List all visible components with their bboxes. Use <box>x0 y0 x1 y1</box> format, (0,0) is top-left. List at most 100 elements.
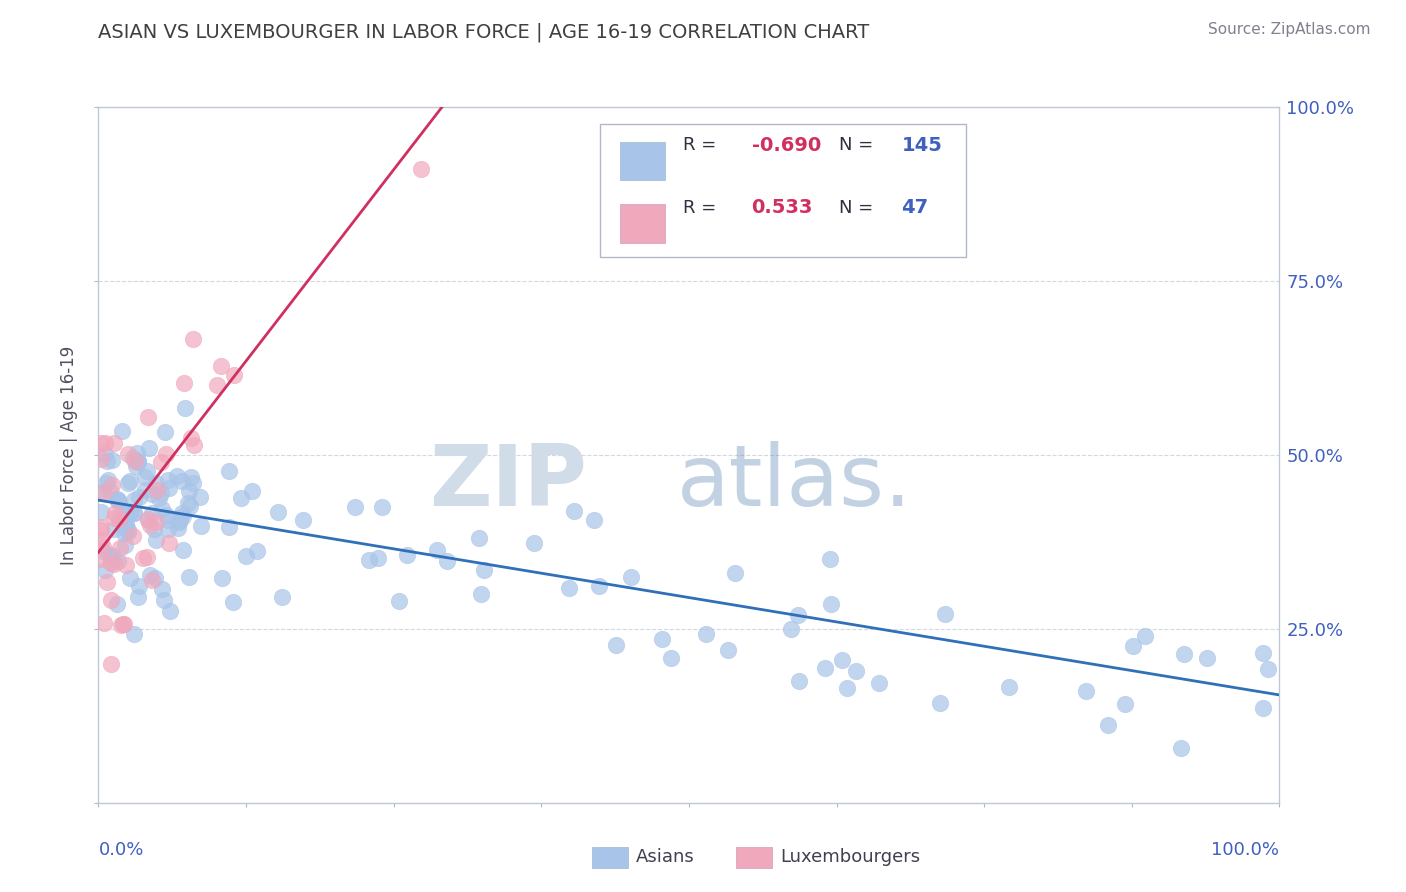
FancyBboxPatch shape <box>600 124 966 257</box>
Point <box>1074 683 1097 698</box>
Point <box>139 567 162 582</box>
Text: Luxembourgers: Luxembourgers <box>780 848 920 866</box>
Point <box>409 161 432 176</box>
Point <box>167 521 190 535</box>
Point <box>179 484 201 499</box>
Point <box>90 505 112 519</box>
Point <box>94 447 117 461</box>
Text: Source: ZipAtlas.com: Source: ZipAtlas.com <box>1208 22 1371 37</box>
Point <box>157 473 180 487</box>
Point <box>115 517 138 532</box>
Point <box>112 513 135 527</box>
Point <box>122 529 145 543</box>
Point <box>155 447 177 461</box>
Point <box>104 506 127 520</box>
Point <box>114 505 136 519</box>
Point <box>472 563 495 577</box>
Point <box>820 597 842 611</box>
Point <box>91 540 114 554</box>
Text: 100.0%: 100.0% <box>1212 841 1279 859</box>
Point <box>221 595 243 609</box>
Point <box>395 548 418 562</box>
Text: ASIAN VS LUXEMBOURGER IN LABOR FORCE | AGE 16-19 CORRELATION CHART: ASIAN VS LUXEMBOURGER IN LABOR FORCE | A… <box>98 22 870 42</box>
Point <box>267 505 290 519</box>
Point <box>122 451 145 466</box>
Point <box>103 522 125 536</box>
Point <box>90 523 112 537</box>
Point <box>235 549 257 564</box>
Point <box>1133 629 1156 643</box>
Point <box>103 557 125 571</box>
Point <box>110 617 132 632</box>
Point <box>138 518 160 533</box>
Point <box>143 571 166 585</box>
Point <box>1097 718 1119 732</box>
Point <box>183 476 205 491</box>
Point <box>138 442 160 456</box>
Point <box>169 515 191 529</box>
Point <box>928 696 950 710</box>
Point <box>134 469 156 483</box>
Point <box>157 535 180 549</box>
Point <box>1173 647 1195 661</box>
Point <box>100 556 122 570</box>
Point <box>845 664 868 678</box>
Point <box>114 520 136 534</box>
Point <box>818 552 841 566</box>
Point <box>209 359 232 373</box>
Point <box>173 376 195 391</box>
Point <box>100 478 122 492</box>
Point <box>108 495 131 509</box>
Point <box>124 507 146 521</box>
Point <box>135 464 157 478</box>
Point <box>96 474 118 488</box>
Point <box>468 531 491 545</box>
Point <box>620 570 643 584</box>
Point <box>98 548 121 562</box>
Point <box>1251 646 1274 660</box>
Point <box>101 453 124 467</box>
Point <box>91 543 114 558</box>
Point <box>107 492 129 507</box>
Point <box>118 505 141 519</box>
Point <box>190 519 212 533</box>
Point <box>695 627 717 641</box>
Point <box>143 523 166 537</box>
Point <box>155 508 177 523</box>
Point <box>132 551 155 566</box>
Point <box>98 483 121 498</box>
Point <box>145 475 167 490</box>
Point <box>388 594 411 608</box>
Point <box>136 512 159 526</box>
FancyBboxPatch shape <box>737 847 772 868</box>
Point <box>181 332 204 346</box>
Point <box>183 438 205 452</box>
Point <box>112 519 135 533</box>
Point <box>170 506 193 520</box>
Point <box>835 681 858 695</box>
FancyBboxPatch shape <box>620 204 665 243</box>
Point <box>111 424 134 438</box>
Point <box>934 607 956 621</box>
Point <box>96 453 118 467</box>
Point <box>114 616 136 631</box>
Point <box>146 483 169 497</box>
Point <box>717 643 740 657</box>
Point <box>562 503 585 517</box>
Point <box>117 524 139 539</box>
Point <box>127 445 149 459</box>
Point <box>117 447 139 461</box>
Text: 0.0%: 0.0% <box>98 841 143 859</box>
Text: 0.533: 0.533 <box>752 198 813 218</box>
Point <box>582 513 605 527</box>
Point <box>651 632 673 647</box>
Point <box>426 542 449 557</box>
Point <box>470 587 492 601</box>
Point <box>661 650 683 665</box>
Point <box>156 513 179 527</box>
Text: N =: N = <box>839 136 879 154</box>
Point <box>100 593 122 607</box>
Point <box>115 558 138 572</box>
Point <box>94 436 117 450</box>
Point <box>124 626 146 640</box>
